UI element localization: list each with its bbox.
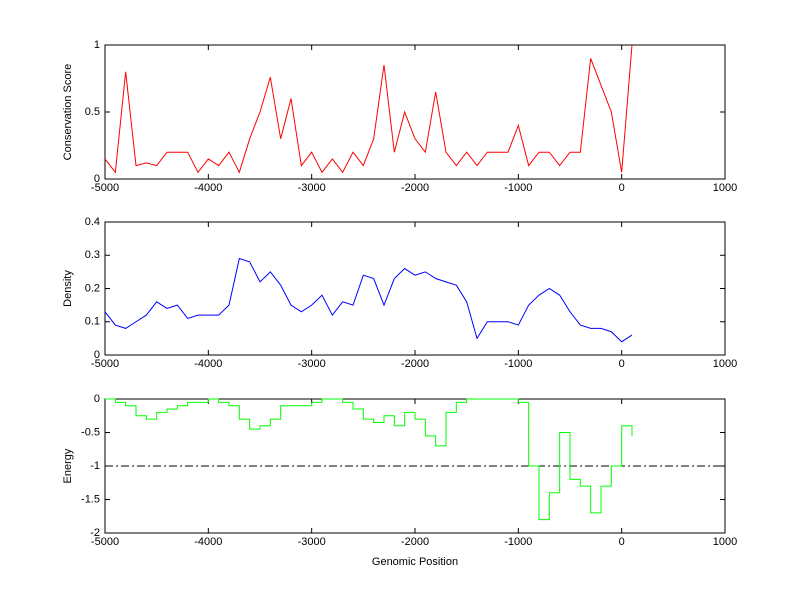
x-tick-label: -3000 <box>298 536 326 548</box>
y-axis-label: Density <box>62 270 74 307</box>
x-tick-label: 0 <box>619 182 625 194</box>
data-line <box>104 44 633 174</box>
x-tick-label: -4000 <box>194 358 222 370</box>
y-axis-label: Conservation Score <box>62 64 74 161</box>
data-line <box>104 257 633 343</box>
y-tick-label: -1 <box>90 460 100 472</box>
x-tick-label: 0 <box>619 358 625 370</box>
x-tick-label: -2000 <box>401 182 429 194</box>
plot-area <box>104 44 726 180</box>
y-tick-label: 0 <box>94 349 100 361</box>
x-tick-label: -4000 <box>194 182 222 194</box>
x-tick-label: -3000 <box>298 182 326 194</box>
x-tick-label: 1000 <box>713 182 737 194</box>
x-tick-label: -5000 <box>91 358 119 370</box>
x-axis-label: Genomic Position <box>372 556 458 568</box>
x-tick-label: -2000 <box>401 358 429 370</box>
x-tick-label: -1000 <box>504 358 532 370</box>
x-tick-label: 1000 <box>713 536 737 548</box>
y-tick-label: 1 <box>94 39 100 51</box>
y-tick-label: -0.5 <box>81 426 100 438</box>
x-tick-label: -2000 <box>401 536 429 548</box>
y-axis-label: Energy <box>62 448 74 483</box>
y-tick-label: 0.3 <box>85 249 100 261</box>
y-tick-label: 0.2 <box>85 282 100 294</box>
y-tick-label: 0.4 <box>85 216 100 228</box>
y-tick-label: 0 <box>94 393 100 405</box>
x-tick-label: 0 <box>619 536 625 548</box>
y-tick-label: 0.5 <box>85 106 100 118</box>
y-tick-label: 0 <box>94 173 100 185</box>
x-tick-label: -1000 <box>504 182 532 194</box>
y-tick-label: -2 <box>90 527 100 539</box>
x-tick-label: -1000 <box>504 536 532 548</box>
x-tick-label: -3000 <box>298 358 326 370</box>
x-tick-label: -5000 <box>91 182 119 194</box>
x-tick-label: -4000 <box>194 536 222 548</box>
y-tick-label: 0.1 <box>85 316 100 328</box>
data-line <box>105 398 633 521</box>
x-tick-label: 1000 <box>713 358 737 370</box>
plot-area <box>104 221 726 356</box>
x-tick-label: -5000 <box>91 536 119 548</box>
y-tick-label: -1.5 <box>81 493 100 505</box>
